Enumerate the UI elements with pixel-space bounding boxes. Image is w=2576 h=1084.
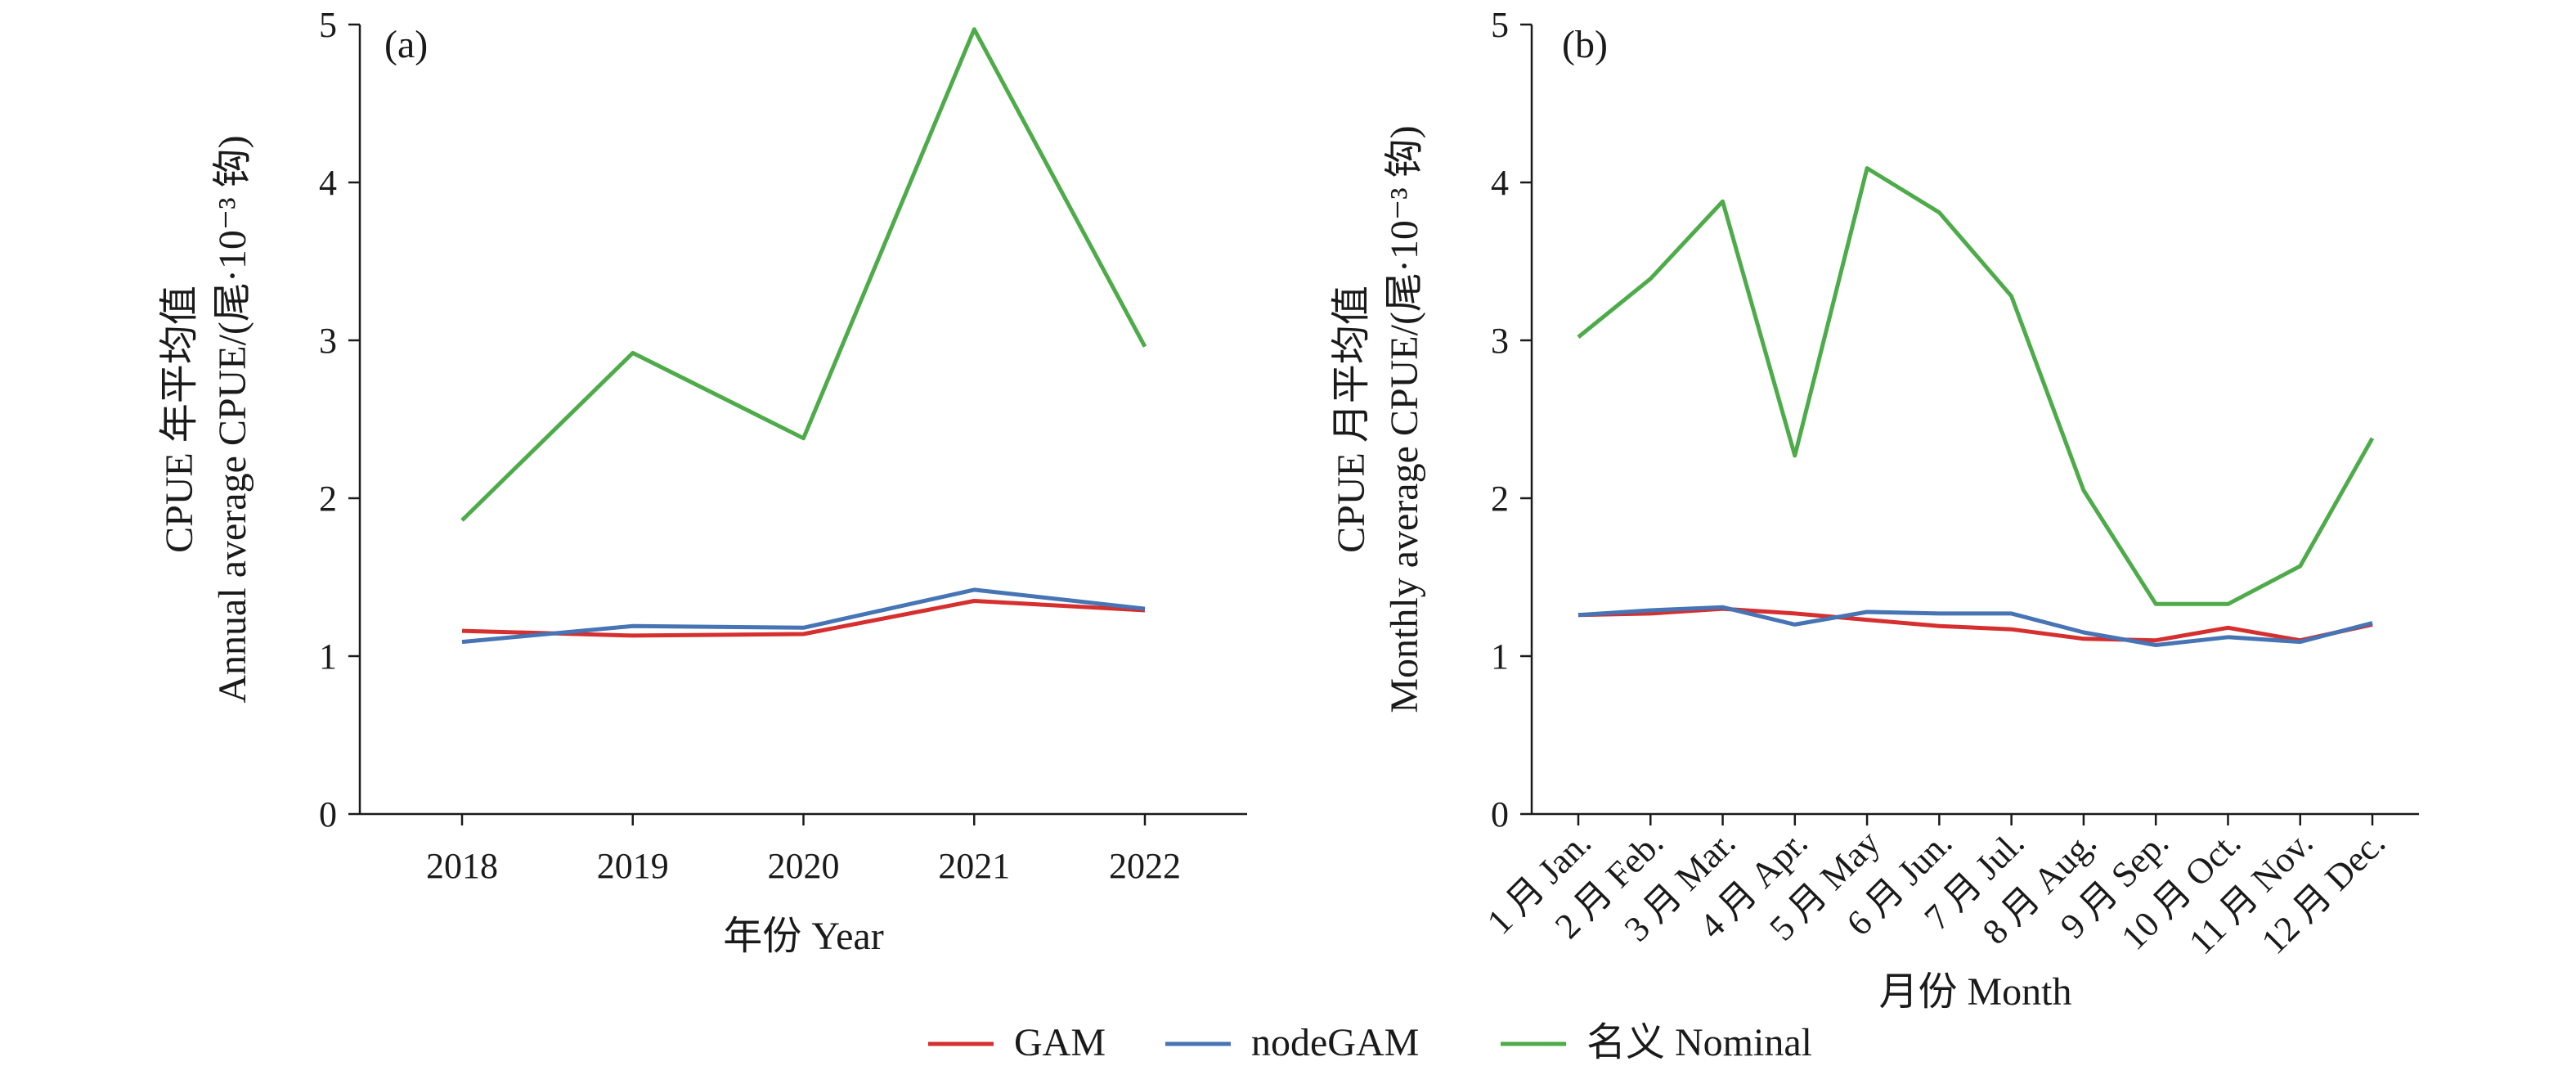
- y-tick-label: 2: [319, 479, 337, 519]
- series-line-nodegam: [1577, 605, 2373, 647]
- series-line-nominal: [460, 27, 1147, 522]
- y-axis-title-line2: Monthly average CPUE/(尾·10⁻³ 钩): [1383, 125, 1426, 713]
- y-tick-label: 3: [319, 321, 337, 361]
- y-tick-label: 5: [319, 5, 337, 45]
- x-tick-label: 2018: [426, 846, 498, 886]
- panel-label: (b): [1562, 23, 1608, 66]
- y-tick-label: 1: [319, 636, 337, 677]
- y-tick-label: 1: [1491, 636, 1509, 677]
- y-axis-title-line1: CPUE 年平均值: [158, 286, 201, 553]
- series-line-nodegam: [461, 587, 1146, 645]
- legend: GAM nodeGAM 名义 Nominal: [928, 1021, 1812, 1064]
- x-tick-label: 2022: [1109, 846, 1181, 886]
- y-axis-title-line1: CPUE 月平均值: [1330, 286, 1373, 553]
- series-line-nominal: [1577, 166, 2375, 606]
- y-tick-label: 4: [319, 163, 337, 203]
- y-axis-title-line2: Annual average CPUE/(尾·10⁻³ 钩): [211, 135, 254, 703]
- x-axis-title: 年份 Year: [723, 915, 883, 958]
- legend-label: GAM: [1014, 1021, 1106, 1064]
- x-tick-label: 2020: [768, 846, 840, 886]
- y-tick-label: 3: [1491, 321, 1509, 361]
- y-tick-label: 0: [319, 794, 337, 834]
- x-axis-title: 月份 Month: [1878, 970, 2071, 1014]
- x-tick-label: 2019: [597, 846, 669, 886]
- legend-label: 名义 Nominal: [1586, 1021, 1812, 1064]
- legend-label: nodeGAM: [1251, 1021, 1419, 1064]
- panel-label: (a): [384, 23, 428, 66]
- series-line-gam: [461, 599, 1146, 638]
- y-tick-label: 2: [1491, 479, 1509, 519]
- y-tick-label: 4: [1491, 163, 1509, 203]
- y-tick-label: 5: [1491, 5, 1509, 45]
- panel-a: 0 1 2 3 4 5 2018 2019 2020 2021 2022 (a) CPUE 年平均值 An…: [158, 5, 1247, 958]
- x-tick-label: 2021: [938, 846, 1010, 886]
- y-tick-label: 0: [1491, 794, 1509, 834]
